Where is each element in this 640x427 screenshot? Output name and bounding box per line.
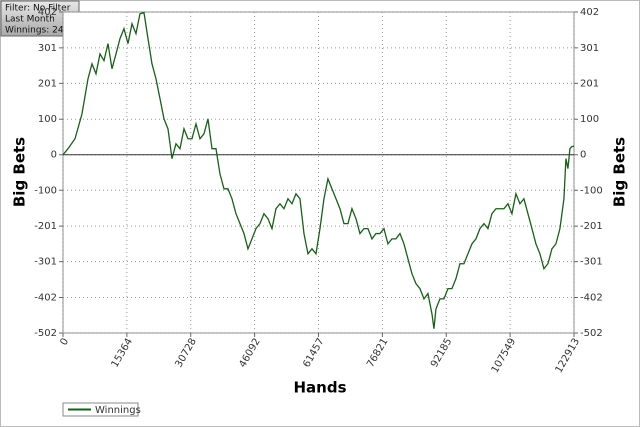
y2-tick-label: 0 xyxy=(580,150,586,161)
info-text: Filter: No Filter xyxy=(5,4,71,14)
y2-tick-label: 301 xyxy=(580,43,599,54)
y-tick-label: 301 xyxy=(38,43,57,54)
legend-label: Winnings xyxy=(95,405,141,416)
y2-tick-label: 402 xyxy=(580,7,599,18)
x-tick-label: 0 xyxy=(58,337,71,348)
line xyxy=(62,11,575,329)
info-text: Winnings: 24.3 Big Bets xyxy=(5,26,112,36)
y-tick-label: 100 xyxy=(38,114,57,125)
legend-box xyxy=(62,402,139,417)
y-axis-title: Big Bets xyxy=(11,137,29,207)
info-text: Last Month xyxy=(5,15,55,25)
y2-tick-label: 201 xyxy=(580,78,599,89)
y2-tick-label: -201 xyxy=(580,221,603,232)
x-axis-title: Hands xyxy=(293,379,346,397)
y-tick-label: 201 xyxy=(38,78,57,89)
y-tick-label: -502 xyxy=(34,328,57,339)
y2-tick-label: 100 xyxy=(580,114,599,125)
y2-tick-label: -100 xyxy=(580,185,603,196)
y2-tick-label: -402 xyxy=(580,292,603,303)
y-tick-label: -100 xyxy=(34,185,57,196)
y-tick-label: -402 xyxy=(34,292,57,303)
y2-axis-title: Big Bets xyxy=(611,137,629,207)
y-tick-label: 402 xyxy=(38,7,57,18)
y2-tick-label: -301 xyxy=(580,257,603,268)
y-tick-label: -301 xyxy=(34,257,57,268)
y-tick-label: -201 xyxy=(34,221,57,232)
y-tick-label: 0 xyxy=(51,150,57,161)
y2-tick-label: -502 xyxy=(580,328,603,339)
